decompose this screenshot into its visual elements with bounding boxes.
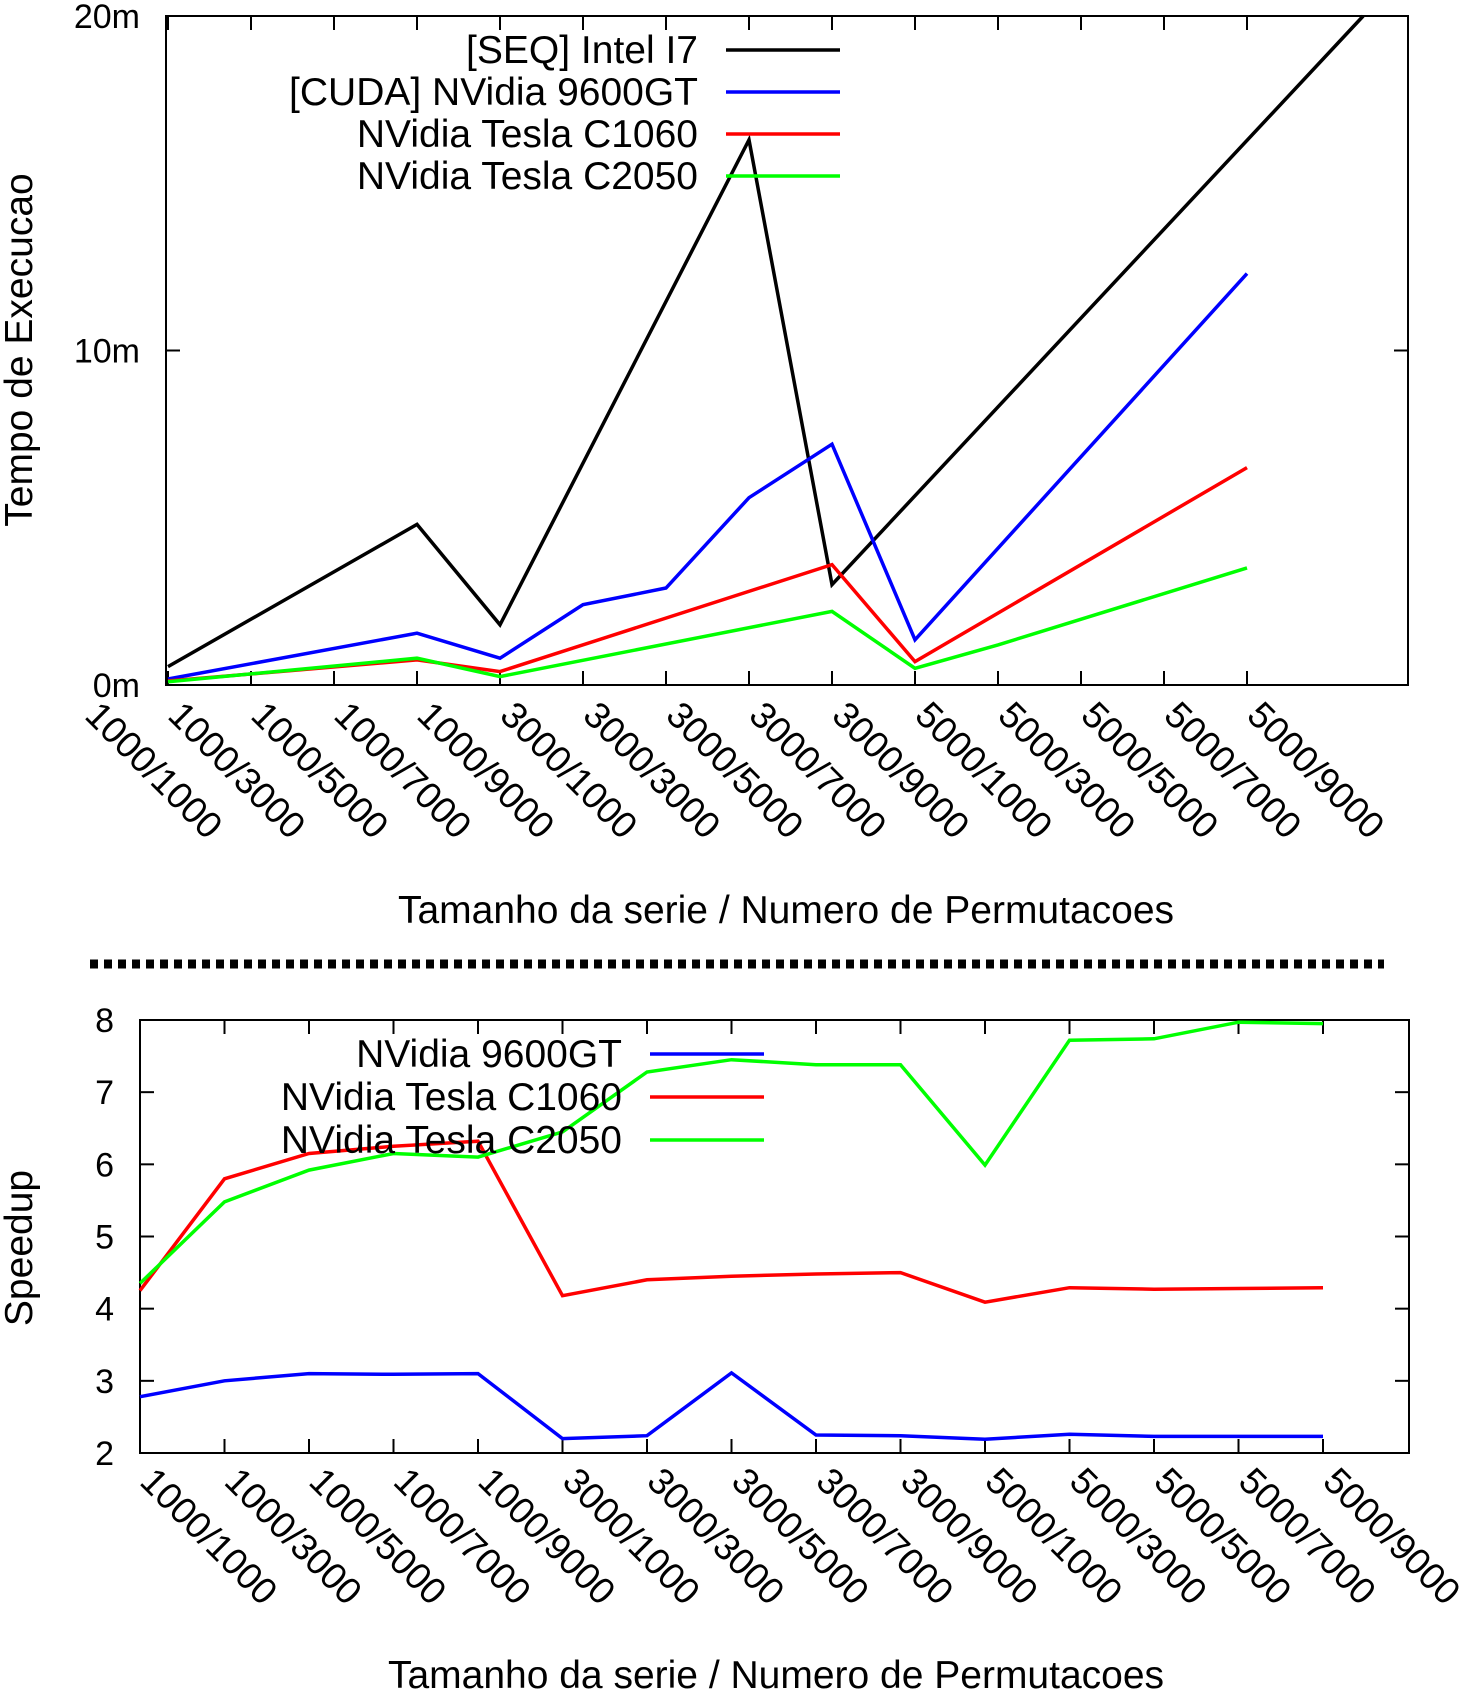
top-y-axis-title: Tempo de Execucao	[0, 173, 41, 526]
bottom-y-tick-label: 8	[95, 1002, 114, 1040]
top-x-axis-title: Tamanho da serie / Numero de Permutacoes	[398, 889, 1174, 932]
bottom-series-line-1	[139, 1370, 1323, 1442]
bottom-x-axis-title: Tamanho da serie / Numero de Permutacoes	[388, 1654, 1164, 1692]
bottom-y-tick-label: 7	[95, 1074, 114, 1112]
top-y-tick-label: 10m	[74, 333, 140, 371]
bottom-series-lines	[138, 1020, 1324, 1442]
bottom-y-tick-label: 5	[95, 1219, 114, 1257]
bottom-y-tick-label: 2	[95, 1435, 114, 1473]
top-axis-ticks: 0m10m20m1000/10001000/30001000/50001000/…	[74, 0, 1408, 847]
top-series-line-2	[167, 272, 1249, 681]
top-series-line-1	[167, 14, 1365, 669]
execution-time-chart: Tempo de Execucao Tamanho da serie / Num…	[0, 0, 1409, 932]
speedup-chart: Speedup Tamanho da serie / Numero de Per…	[0, 1002, 1468, 1692]
bottom-series-line-2	[138, 1139, 1324, 1305]
top-series-line-4	[167, 566, 1248, 684]
bottom-y-tick-label: 4	[95, 1291, 114, 1329]
bottom-y-axis-title: Speedup	[0, 1170, 41, 1326]
top-legend-label: [CUDA] NVidia 9600GT	[289, 71, 698, 114]
top-legend-label: [SEQ] Intel I7	[466, 29, 698, 72]
top-series-lines	[167, 14, 1365, 684]
bottom-y-tick-label: 3	[95, 1363, 114, 1401]
bottom-legend-label: NVidia Tesla C1060	[281, 1076, 622, 1119]
top-legend-label: NVidia Tesla C1060	[357, 113, 698, 156]
top-legend-label: NVidia Tesla C2050	[357, 155, 698, 198]
top-y-tick-label: 20m	[74, 0, 140, 36]
bottom-legend-label: NVidia 9600GT	[356, 1033, 622, 1076]
bottom-y-tick-label: 6	[95, 1146, 114, 1184]
top-y-tick-label: 0m	[93, 667, 140, 705]
bottom-legend-label: NVidia Tesla C2050	[281, 1119, 622, 1162]
top-legend: [SEQ] Intel I7[CUDA] NVidia 9600GTNVidia…	[289, 29, 840, 198]
bottom-series-line-3	[138, 1020, 1324, 1285]
